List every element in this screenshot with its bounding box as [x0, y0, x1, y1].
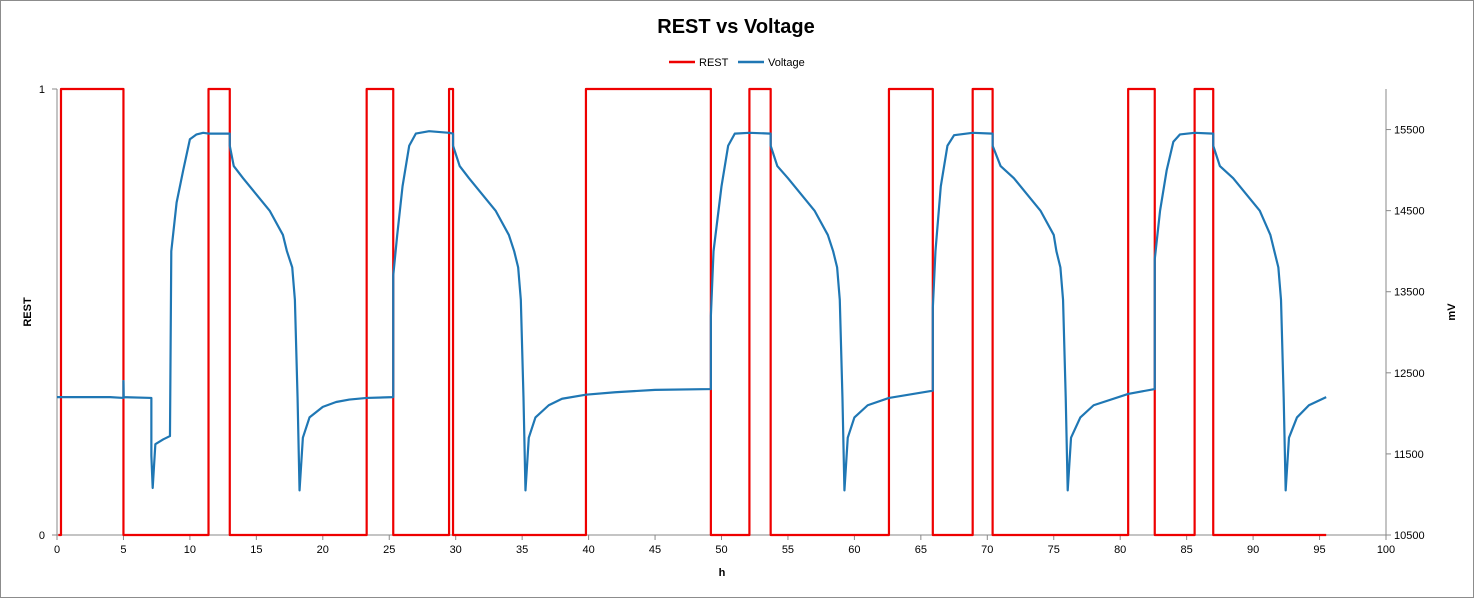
- y-right-axis-label: mV: [1446, 303, 1458, 321]
- series-line-rest: [58, 87, 1327, 537]
- chart-title: REST vs Voltage: [657, 16, 814, 38]
- y-right-tick-label: 12500: [1394, 368, 1425, 380]
- x-tick-label: 95: [1313, 544, 1325, 556]
- plot-area: [57, 87, 1327, 537]
- y-right-tick-label: 10500: [1394, 530, 1425, 542]
- x-tick-label: 30: [450, 544, 462, 556]
- x-tick-label: 20: [317, 544, 329, 556]
- axes: [52, 88, 1391, 540]
- x-tick-label: 45: [649, 544, 661, 556]
- x-tick-label: 25: [383, 544, 395, 556]
- x-tick-label: 70: [981, 544, 993, 556]
- y-right-tick-label: 14500: [1394, 206, 1425, 218]
- x-tick-label: 75: [1048, 544, 1060, 556]
- legend-voltage-label: Voltage: [768, 57, 805, 69]
- series-line-voltage: [57, 130, 1327, 492]
- x-tick-label: 0: [54, 544, 60, 556]
- x-tick-label: 90: [1247, 544, 1259, 556]
- legend: REST Voltage: [669, 57, 805, 69]
- x-axis-label: h: [719, 567, 726, 579]
- x-tick-label: 80: [1114, 544, 1126, 556]
- x-tick-label: 65: [915, 544, 927, 556]
- y-right-tick-label: 13500: [1394, 287, 1425, 299]
- y-right-tick-label: 11500: [1394, 449, 1424, 461]
- x-tick-label: 55: [782, 544, 794, 556]
- x-tick-label: 35: [516, 544, 528, 556]
- tick-labels: 0 5 10 15 20 25 30 35 40 45 50 55 60 65 70 75 80 85 90 95 10…: [39, 84, 1425, 556]
- legend-rest-label: REST: [699, 57, 729, 69]
- x-tick-label: 5: [120, 544, 126, 556]
- y-left-tick-label: 1: [39, 84, 45, 96]
- x-tick-label: 40: [582, 544, 594, 556]
- x-tick-label: 60: [848, 544, 860, 556]
- x-tick-label: 85: [1181, 544, 1193, 556]
- x-tick-label: 15: [250, 544, 262, 556]
- x-tick-label: 100: [1377, 544, 1395, 556]
- x-tick-label: 50: [715, 544, 727, 556]
- y-right-tick-label: 15500: [1394, 125, 1425, 137]
- x-tick-label: 10: [184, 544, 196, 556]
- y-left-tick-label: 0: [39, 530, 45, 542]
- y-left-axis-label: REST: [22, 297, 34, 327]
